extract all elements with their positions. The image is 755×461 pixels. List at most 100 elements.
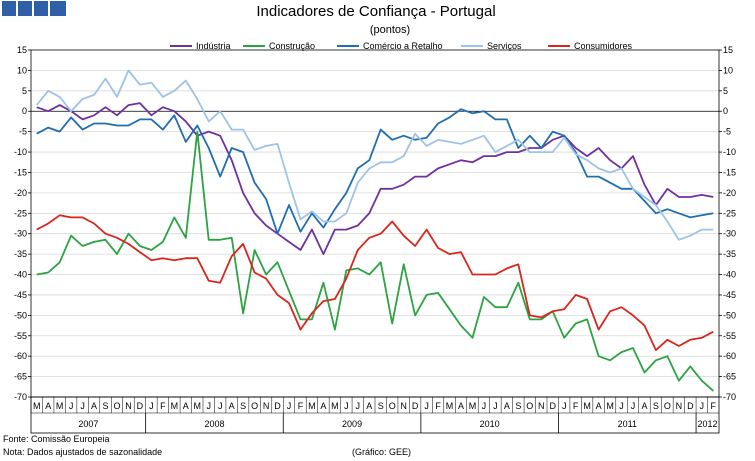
y-tick-label-left: 5 xyxy=(22,86,27,96)
x-tick-label: F xyxy=(160,401,166,411)
y-tick-label-right: -15 xyxy=(723,167,736,177)
x-tick-label: N xyxy=(676,401,683,411)
y-tick-label-right: -70 xyxy=(723,392,736,402)
y-tick-label-left: -55 xyxy=(14,331,27,341)
x-tick-label: O xyxy=(526,401,533,411)
year-label: 2009 xyxy=(342,419,362,429)
y-tick-label-left: -20 xyxy=(14,188,27,198)
x-tick-label: M xyxy=(308,401,316,411)
legend: Indústria Construção Comércio a Retalho Ser… xyxy=(170,41,633,51)
logo-square-3 xyxy=(34,1,48,16)
footer-credit: (Gráfico: GEE) xyxy=(352,447,411,457)
x-tick-label: J xyxy=(562,401,567,411)
x-tick-label: F xyxy=(573,401,579,411)
y-tick-label-right: 10 xyxy=(723,65,733,75)
y-axis-right: 15 10 5 0 -5 -10 -15 -20 -25 -30 -35 -40 -45 -50 -55 -6… xyxy=(719,45,736,402)
x-tick-label: M xyxy=(583,401,591,411)
x-tick-label: F xyxy=(711,401,717,411)
x-tick-label: J xyxy=(218,401,223,411)
y-tick-label-left: -25 xyxy=(14,208,27,218)
year-label: 2012 xyxy=(698,419,718,429)
x-tick-label: N xyxy=(263,401,270,411)
x-tick-label: M xyxy=(469,401,477,411)
y-tick-label-right: -60 xyxy=(723,351,736,361)
x-tick-label: J xyxy=(356,401,361,411)
y-tick-label-right: -55 xyxy=(723,331,736,341)
x-tick-label: J xyxy=(482,401,487,411)
legend-label: Comércio a Retalho xyxy=(363,41,443,51)
year-label: 2011 xyxy=(618,419,637,429)
y-tick-label-left: 0 xyxy=(22,106,27,116)
x-tick-label: O xyxy=(113,401,120,411)
y-tick-label-right: -45 xyxy=(723,290,736,300)
year-label: 2007 xyxy=(78,419,98,429)
series-line-2 xyxy=(36,108,714,235)
x-tick-label: J xyxy=(287,401,292,411)
x-tick-label: J xyxy=(149,401,154,411)
year-label: 2010 xyxy=(480,419,500,429)
y-tick-label-left: -45 xyxy=(14,290,27,300)
legend-label: Consumidores xyxy=(574,41,633,51)
x-tick-label: M xyxy=(33,401,41,411)
y-tick-label-right: 5 xyxy=(723,86,728,96)
legend-label: Construção xyxy=(269,41,315,51)
x-tick-label: O xyxy=(389,401,396,411)
y-tick-label-left: -5 xyxy=(19,127,27,137)
x-tick-label: J xyxy=(206,401,211,411)
x-tick-label: M xyxy=(56,401,64,411)
plot-area-frame xyxy=(30,49,720,398)
x-tick-label: A xyxy=(229,401,235,411)
logo-square-4 xyxy=(50,1,66,16)
chart-title: Indicadores de Confiança - Portugal xyxy=(256,3,495,20)
legend-label: Indústria xyxy=(196,41,231,51)
y-tick-label-right: -65 xyxy=(723,372,736,382)
x-tick-label: A xyxy=(91,401,97,411)
y-tick-label-right: -35 xyxy=(723,249,736,259)
x-tick-label: D xyxy=(549,401,556,411)
x-tick-label: J xyxy=(80,401,85,411)
y-tick-label-right: -20 xyxy=(723,188,736,198)
x-tick-label: J xyxy=(631,401,636,411)
x-tick-label: J xyxy=(424,401,429,411)
x-tick-label: N xyxy=(538,401,545,411)
logo-square-2 xyxy=(18,1,32,16)
x-tick-label: M xyxy=(171,401,179,411)
series-line-3 xyxy=(35,69,714,241)
gridlines xyxy=(31,70,719,377)
x-tick-label: J xyxy=(619,401,624,411)
x-tick-label: A xyxy=(504,401,510,411)
logo-icon xyxy=(2,1,66,16)
x-tick-label: N xyxy=(125,401,132,411)
x-tick-label: S xyxy=(103,401,109,411)
y-tick-label-right: 0 xyxy=(723,106,728,116)
y-tick-label-left: -15 xyxy=(14,167,27,177)
x-tick-label: D xyxy=(137,401,144,411)
x-tick-label: S xyxy=(653,401,659,411)
y-tick-label-left: -70 xyxy=(14,392,27,402)
x-tick-label: D xyxy=(687,401,694,411)
y-tick-label-right: -5 xyxy=(723,127,731,137)
y-tick-label-left: -60 xyxy=(14,351,27,361)
x-tick-label: A xyxy=(458,401,464,411)
x-tick-label: F xyxy=(298,401,304,411)
y-tick-label-left: 15 xyxy=(17,45,27,55)
x-tick-label: S xyxy=(240,401,246,411)
y-tick-label-left: -50 xyxy=(14,310,27,320)
y-tick-label-left: -10 xyxy=(14,147,27,157)
x-tick-label: F xyxy=(435,401,441,411)
series-line-1 xyxy=(36,130,714,392)
x-tick-label: S xyxy=(515,401,521,411)
x-tick-label: J xyxy=(69,401,74,411)
x-tick-label: N xyxy=(400,401,407,411)
y-tick-label-left: -40 xyxy=(14,270,27,280)
y-tick-label-right: -30 xyxy=(723,229,736,239)
x-tick-label: A xyxy=(641,401,647,411)
y-tick-label-right: 15 xyxy=(723,45,733,55)
x-tick-label: M xyxy=(446,401,454,411)
y-tick-label-left: 10 xyxy=(17,65,27,75)
x-tick-label: A xyxy=(320,401,326,411)
footer-note: Nota: Dados ajustados de sazonalidade xyxy=(3,447,162,457)
series-line-4 xyxy=(36,214,714,352)
x-tick-label: D xyxy=(274,401,281,411)
